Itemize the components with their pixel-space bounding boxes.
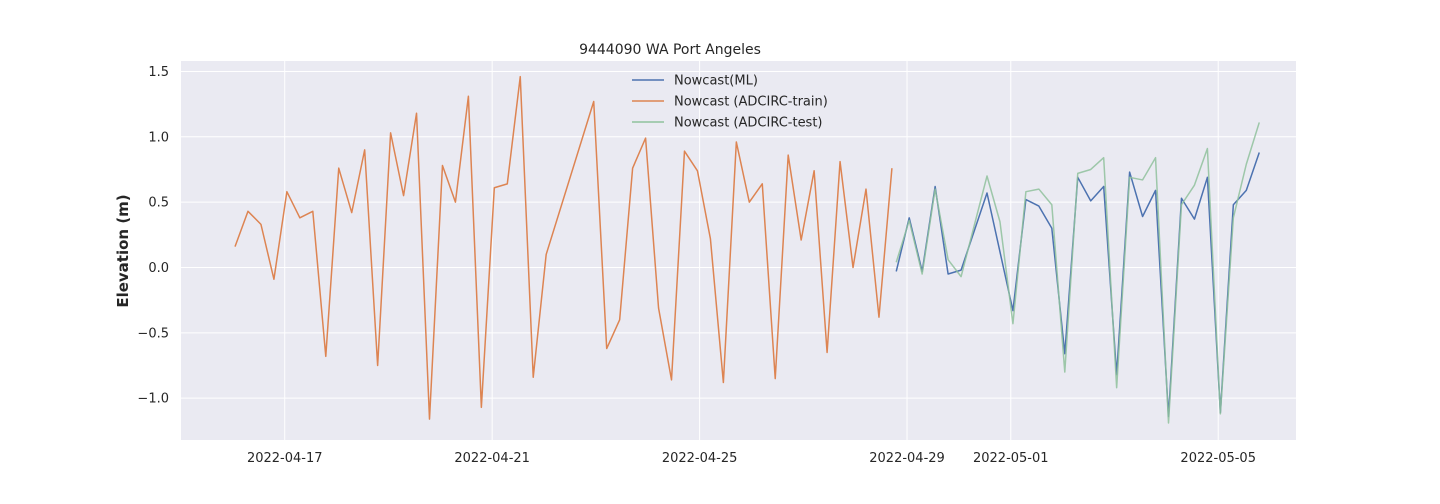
legend-label-2: Nowcast (ADCIRC-test) (674, 116, 823, 131)
chart-title: 9444090 WA Port Angeles (579, 42, 761, 58)
x-tick-label: 2022-04-29 (869, 451, 945, 466)
y-tick-label: 0.0 (148, 261, 169, 276)
plot-area (181, 61, 1296, 440)
series-lines (234, 75, 1260, 424)
y-tick-label: −1.0 (137, 392, 169, 407)
legend-label-0: Nowcast(ML) (674, 74, 758, 89)
x-tick-label: 2022-04-25 (662, 451, 738, 466)
y-tick-label: 0.5 (148, 196, 169, 211)
series-line-1 (234, 75, 893, 420)
x-tick-label: 2022-04-21 (454, 451, 530, 466)
legend: Nowcast(ML) Nowcast (ADCIRC-train) Nowcast… (632, 74, 828, 131)
y-tick-label: 1.0 (148, 130, 169, 145)
legend-label-1: Nowcast (ADCIRC-train) (674, 95, 828, 110)
x-tick-label: 2022-04-17 (247, 451, 323, 466)
x-tick-label: 2022-05-05 (1180, 451, 1256, 466)
series-line-2 (895, 122, 1260, 424)
y-tick-label: −0.5 (137, 326, 169, 341)
x-tick-label: 2022-05-01 (973, 451, 1049, 466)
tick-labels: 2022-04-17 2022-04-21 2022-04-25 2022-04-29… (137, 65, 1256, 466)
series-line-0 (895, 152, 1260, 418)
y-tick-label: 1.5 (148, 65, 169, 80)
y-axis-label: Elevation (m) (114, 194, 132, 307)
